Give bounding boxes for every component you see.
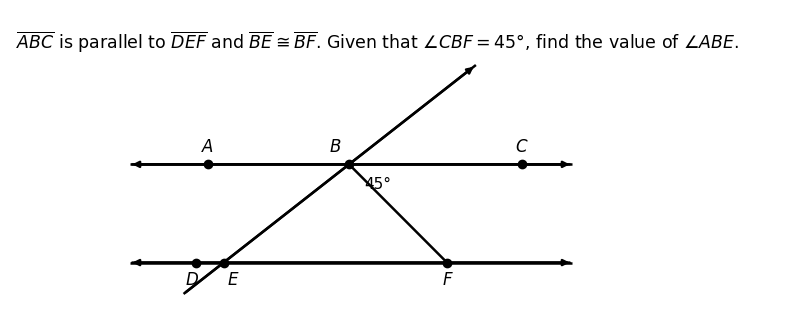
Text: D: D [186, 271, 198, 289]
Text: C: C [516, 138, 527, 156]
Text: A: A [202, 138, 214, 156]
Text: B: B [330, 138, 341, 156]
Text: 45°: 45° [365, 177, 392, 192]
Text: F: F [442, 271, 452, 289]
Text: $\overline{ABC}$ is parallel to $\overline{DEF}$ and $\overline{BE} \cong \overl: $\overline{ABC}$ is parallel to $\overli… [16, 30, 739, 55]
Text: E: E [228, 271, 238, 289]
